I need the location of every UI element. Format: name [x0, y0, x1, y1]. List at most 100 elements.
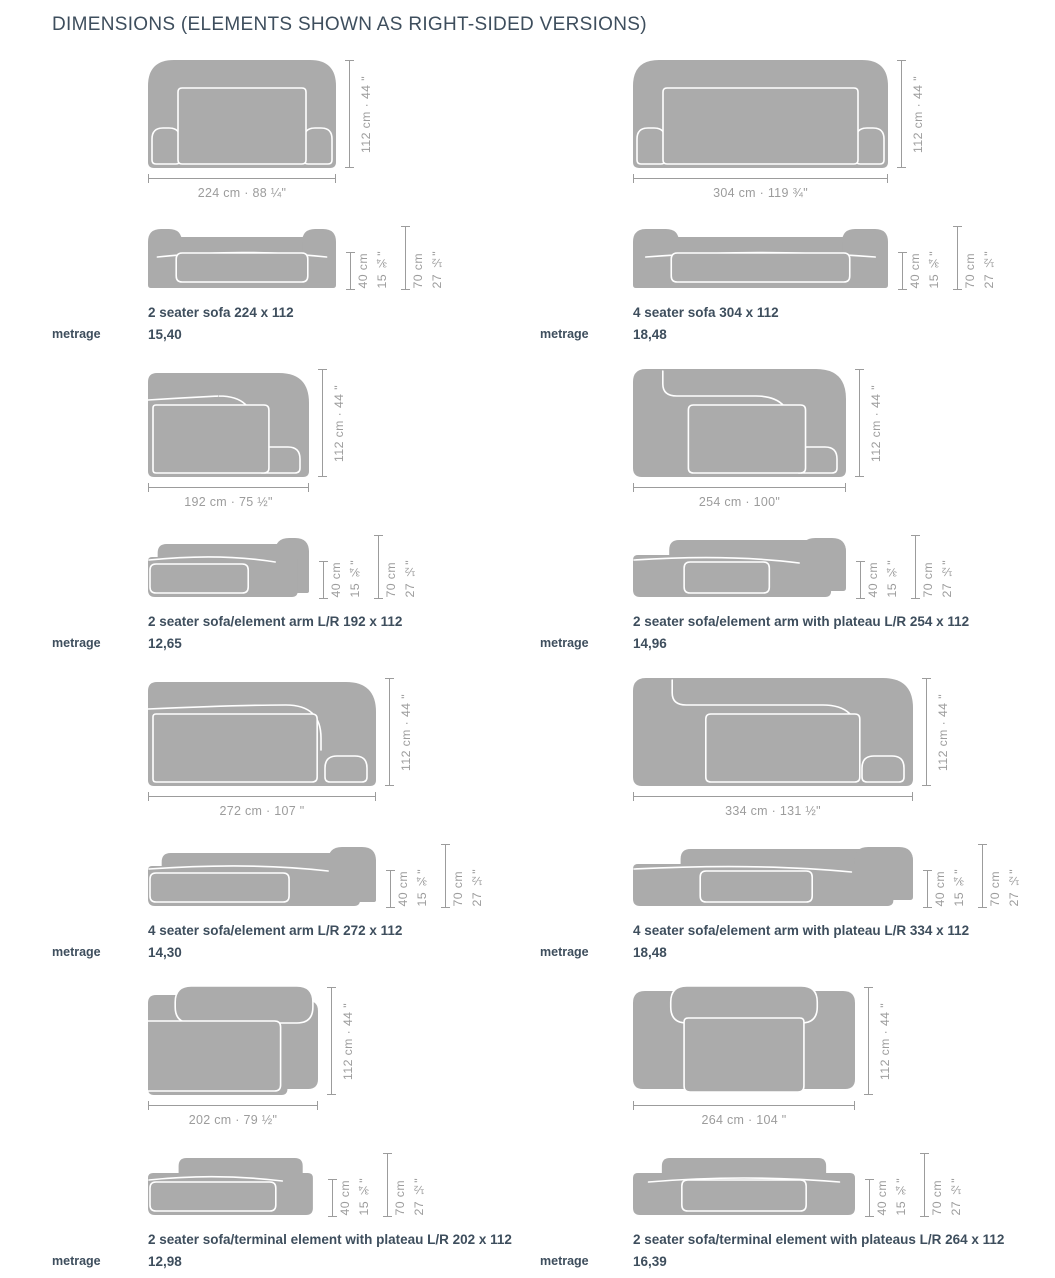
depth-dimension: 112 cm · 44 " [855, 367, 883, 479]
seat-height-in-label: 15 ¾" [927, 250, 941, 288]
width-dimension: 272 cm · 107 " [148, 792, 376, 818]
sofa-top-view: 112 cm · 44 " [148, 58, 540, 170]
product-panel: 112 cm · 44 " 334 cm · 131 ½" 40 cm 15 ¾… [633, 676, 1055, 961]
depth-dimension: 112 cm · 44 " [345, 58, 373, 170]
metrage-label-text: metrage [52, 327, 101, 341]
seat-height-cm-label: 40 cm [329, 561, 343, 598]
product-name: 2 seater sofa/terminal element with plat… [633, 1232, 1005, 1247]
seat-height-in-label: 15 ¾" [885, 559, 899, 597]
overall-height-in-label: 27 ½" [949, 1177, 963, 1215]
dimension-line [911, 535, 920, 599]
metrage-value: 12,65 [148, 636, 182, 651]
dimension-line [148, 792, 376, 801]
product-name: 4 seater sofa/element arm with plateau L… [633, 923, 970, 938]
sofa-top-view-diagram [633, 678, 913, 786]
width-dimension-label: 334 cm · 131 ½" [725, 804, 821, 818]
dimension-line [923, 870, 932, 908]
dimension-line [897, 60, 906, 168]
panel-row: metrage 112 cm · 44 " 224 cm · 88 ¼" 40 … [52, 58, 1055, 343]
seat-height-dimension: 40 cm 15 ¾" [319, 560, 362, 599]
metrage-label-text: metrage [540, 327, 589, 341]
width-dimension: 334 cm · 131 ½" [633, 792, 913, 818]
dimension-line [148, 1101, 318, 1110]
metrage-label: metrage [540, 58, 633, 343]
dimension-line [978, 844, 987, 908]
width-dimension-label: 304 cm · 119 ¾" [713, 186, 808, 200]
sofa-front-view-diagram [148, 847, 376, 906]
dimension-line [953, 226, 962, 290]
metrage-label: metrage [540, 985, 633, 1270]
width-dimension: 304 cm · 119 ¾" [633, 174, 888, 200]
product-name: 2 seater sofa/terminal element with plat… [148, 1232, 512, 1247]
metrage-value: 12,98 [148, 1254, 182, 1269]
seat-height-dimension: 40 cm 15 ¾" [923, 869, 966, 908]
seat-height-in-label: 15 ¾" [375, 250, 389, 288]
dimension-line [898, 252, 907, 290]
overall-height-cm-label: 70 cm [921, 561, 935, 598]
width-dimension-label: 224 cm · 88 ¼" [197, 186, 287, 200]
width-dimension-label: 254 cm · 100" [698, 495, 781, 509]
sofa-front-view: 40 cm 15 ¾" 70 cm 27 ½" [148, 222, 540, 290]
seat-height-in-label: 15 ¾" [894, 1177, 908, 1215]
metrage-value: 18,48 [633, 945, 667, 960]
dimension-line [385, 678, 394, 786]
width-dimension-label: 264 cm · 104 " [701, 1113, 787, 1127]
dimension-line [855, 369, 864, 477]
overall-height-in-label: 27 ½" [982, 250, 996, 288]
sofa-top-view: 112 cm · 44 " [633, 367, 1055, 479]
product-panel: 112 cm · 44 " 202 cm · 79 ½" 40 cm 15 ¾"… [148, 985, 540, 1270]
seat-height-dimension: 40 cm 15 ¾" [328, 1178, 371, 1217]
depth-dimension-label: 112 cm · 44 " [359, 75, 373, 153]
product-name: 2 seater sofa/element arm L/R 192 x 112 [148, 614, 403, 629]
depth-dimension-label: 112 cm · 44 " [332, 384, 346, 462]
overall-height-cm-label: 70 cm [451, 870, 465, 907]
product-panel: 112 cm · 44 " 304 cm · 119 ¾" 40 cm 15 ¾… [633, 58, 1055, 343]
seat-height-dimension: 40 cm 15 ¾" [346, 250, 389, 290]
dimension-line [633, 174, 888, 183]
sofa-front-view-diagram [633, 229, 888, 288]
overall-height-dimension: 70 cm 27 ½" [401, 226, 444, 290]
metrage-label-text: metrage [540, 945, 589, 959]
overall-height-in-label: 27 ½" [1007, 868, 1021, 906]
product-name: 4 seater sofa/element arm L/R 272 x 112 [148, 923, 403, 938]
sofa-top-view: 112 cm · 44 " [633, 676, 1055, 788]
product-panel: 112 cm · 44 " 264 cm · 104 " 40 cm 15 ¾"… [633, 985, 1055, 1270]
sofa-front-view: 40 cm 15 ¾" 70 cm 27 ½" [633, 840, 1055, 908]
dimension-line [633, 483, 846, 492]
dimension-line [401, 226, 410, 290]
dimension-line [386, 870, 395, 908]
sofa-top-view: 112 cm · 44 " [633, 985, 1055, 1097]
metrage-value: 15,40 [148, 327, 182, 342]
sofa-top-view-diagram [148, 373, 309, 477]
metrage-label: metrage [52, 985, 148, 1270]
width-dimension-label: 192 cm · 75 ½" [184, 495, 273, 509]
overall-height-cm-label: 70 cm [411, 252, 425, 289]
depth-dimension-label: 112 cm · 44 " [936, 693, 950, 771]
seat-height-in-label: 15 ¾" [415, 868, 429, 906]
depth-dimension: 112 cm · 44 " [327, 985, 355, 1097]
seat-height-cm-label: 40 cm [933, 870, 947, 907]
depth-dimension: 112 cm · 44 " [318, 367, 346, 479]
seat-height-cm-label: 40 cm [356, 252, 370, 289]
overall-height-cm-label: 70 cm [963, 252, 977, 289]
sofa-top-view-diagram [633, 60, 888, 168]
dimension-line [148, 483, 309, 492]
sofa-front-view-diagram [148, 1158, 313, 1215]
dimension-line [920, 1153, 929, 1217]
sofa-top-view-diagram [633, 985, 855, 1093]
metrage-label-text: metrage [540, 1254, 589, 1268]
panel-row: metrage 112 cm · 44 " 272 cm · 107 " 40 … [52, 676, 1055, 961]
dimension-line [864, 987, 873, 1095]
dimension-line [865, 1179, 874, 1217]
depth-dimension-label: 112 cm · 44 " [878, 1002, 892, 1080]
product-name: 2 seater sofa/element arm with plateau L… [633, 614, 970, 629]
overall-height-in-label: 27 ½" [470, 868, 484, 906]
dimension-line [374, 535, 383, 599]
sofa-front-view-diagram [633, 1158, 855, 1215]
metrage-value: 18,48 [633, 327, 667, 342]
dimension-line [327, 987, 336, 1095]
sofa-top-view: 112 cm · 44 " [148, 676, 540, 788]
product-name: 4 seater sofa 304 x 112 [633, 305, 779, 320]
width-dimension: 202 cm · 79 ½" [148, 1101, 318, 1127]
seat-height-dimension: 40 cm 15 ¾" [386, 868, 429, 908]
